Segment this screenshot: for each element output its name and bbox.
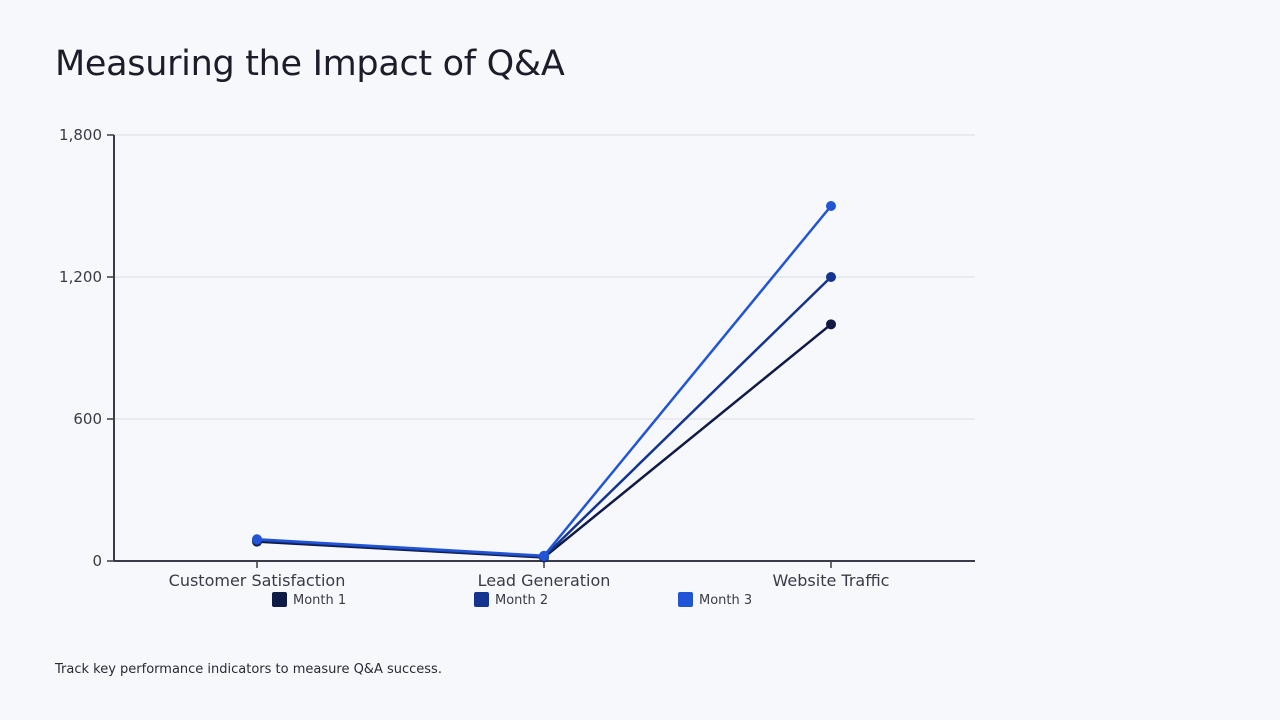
- y-tick-label: 600: [73, 410, 102, 428]
- legend: Month 1 Month 2 Month 3: [272, 592, 752, 608]
- data-point: [252, 534, 262, 545]
- y-axis-ticks: 0 600 1,200 1,800: [59, 126, 114, 570]
- legend-label: Month 1: [293, 593, 346, 608]
- legend-item-1: Month 1: [272, 592, 346, 608]
- legend-item-2: Month 2: [474, 592, 548, 608]
- data-point: [539, 550, 549, 561]
- legend-label: Month 2: [495, 593, 548, 608]
- page-title: Measuring the Impact of Q&A: [55, 44, 565, 84]
- y-tick-label: 1,200: [59, 268, 102, 286]
- legend-label: Month 3: [699, 593, 752, 608]
- series-line: [256, 276, 832, 558]
- y-tick-label: 1,800: [59, 126, 102, 144]
- series-3: [252, 201, 836, 561]
- series-2: [252, 272, 836, 562]
- x-axis-ticks: Customer Satisfaction Lead Generation Webs…: [169, 561, 890, 590]
- series-group: [252, 201, 836, 563]
- series-line: [256, 205, 832, 558]
- data-point: [826, 272, 836, 282]
- gridlines: [114, 134, 975, 420]
- y-tick-label: 0: [92, 552, 102, 570]
- legend-swatch: [678, 592, 693, 607]
- legend-swatch: [474, 592, 489, 607]
- x-tick-label: Lead Generation: [478, 571, 611, 590]
- x-tick-label: Website Traffic: [773, 571, 890, 590]
- data-point: [826, 319, 836, 330]
- x-tick-label: Customer Satisfaction: [169, 571, 346, 590]
- footnote: Track key performance indicators to meas…: [55, 662, 442, 677]
- legend-swatch: [272, 592, 287, 607]
- data-point: [826, 201, 836, 211]
- legend-item-3: Month 3: [678, 592, 752, 608]
- axes: [113, 135, 975, 562]
